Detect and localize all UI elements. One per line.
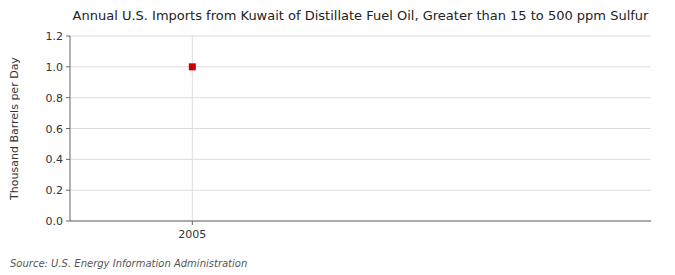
point [189, 63, 196, 70]
x-tick-label: 2005 [178, 228, 206, 241]
source-note: Source: U.S. Energy Information Administ… [10, 258, 247, 269]
y-tick-label: 1.0 [46, 61, 64, 74]
y-tick [66, 190, 70, 191]
y-tick-label: 0.8 [46, 92, 64, 105]
y-tick-label: 0.4 [46, 153, 64, 166]
y-grid-line [70, 221, 651, 222]
y-tick-label: 0.0 [46, 215, 64, 228]
y-grid-line [70, 36, 651, 37]
y-grid-line [70, 128, 651, 129]
x-axis-line [70, 221, 651, 222]
y-tick [66, 36, 70, 37]
y-grid-line [70, 159, 651, 160]
chart: Annual U.S. Imports from Kuwait of Disti… [0, 0, 675, 275]
y-tick [66, 159, 70, 160]
y-axis-label: Thousand Barrels per Day [8, 57, 21, 201]
y-tick-label: 0.2 [46, 184, 64, 197]
grid [70, 36, 651, 221]
y-tick-label: 0.6 [46, 123, 64, 136]
y-tick [66, 128, 70, 129]
y-grid-line [70, 190, 651, 191]
x-tick [192, 221, 193, 225]
y-grid-line [70, 66, 651, 67]
y-grid-line [70, 97, 651, 98]
title: Annual U.S. Imports from Kuwait of Disti… [73, 8, 649, 23]
y-tick [66, 97, 70, 98]
y-tick [66, 66, 70, 67]
y-tick-label: 1.2 [46, 30, 64, 43]
y-tick [66, 221, 70, 222]
points [189, 63, 196, 70]
